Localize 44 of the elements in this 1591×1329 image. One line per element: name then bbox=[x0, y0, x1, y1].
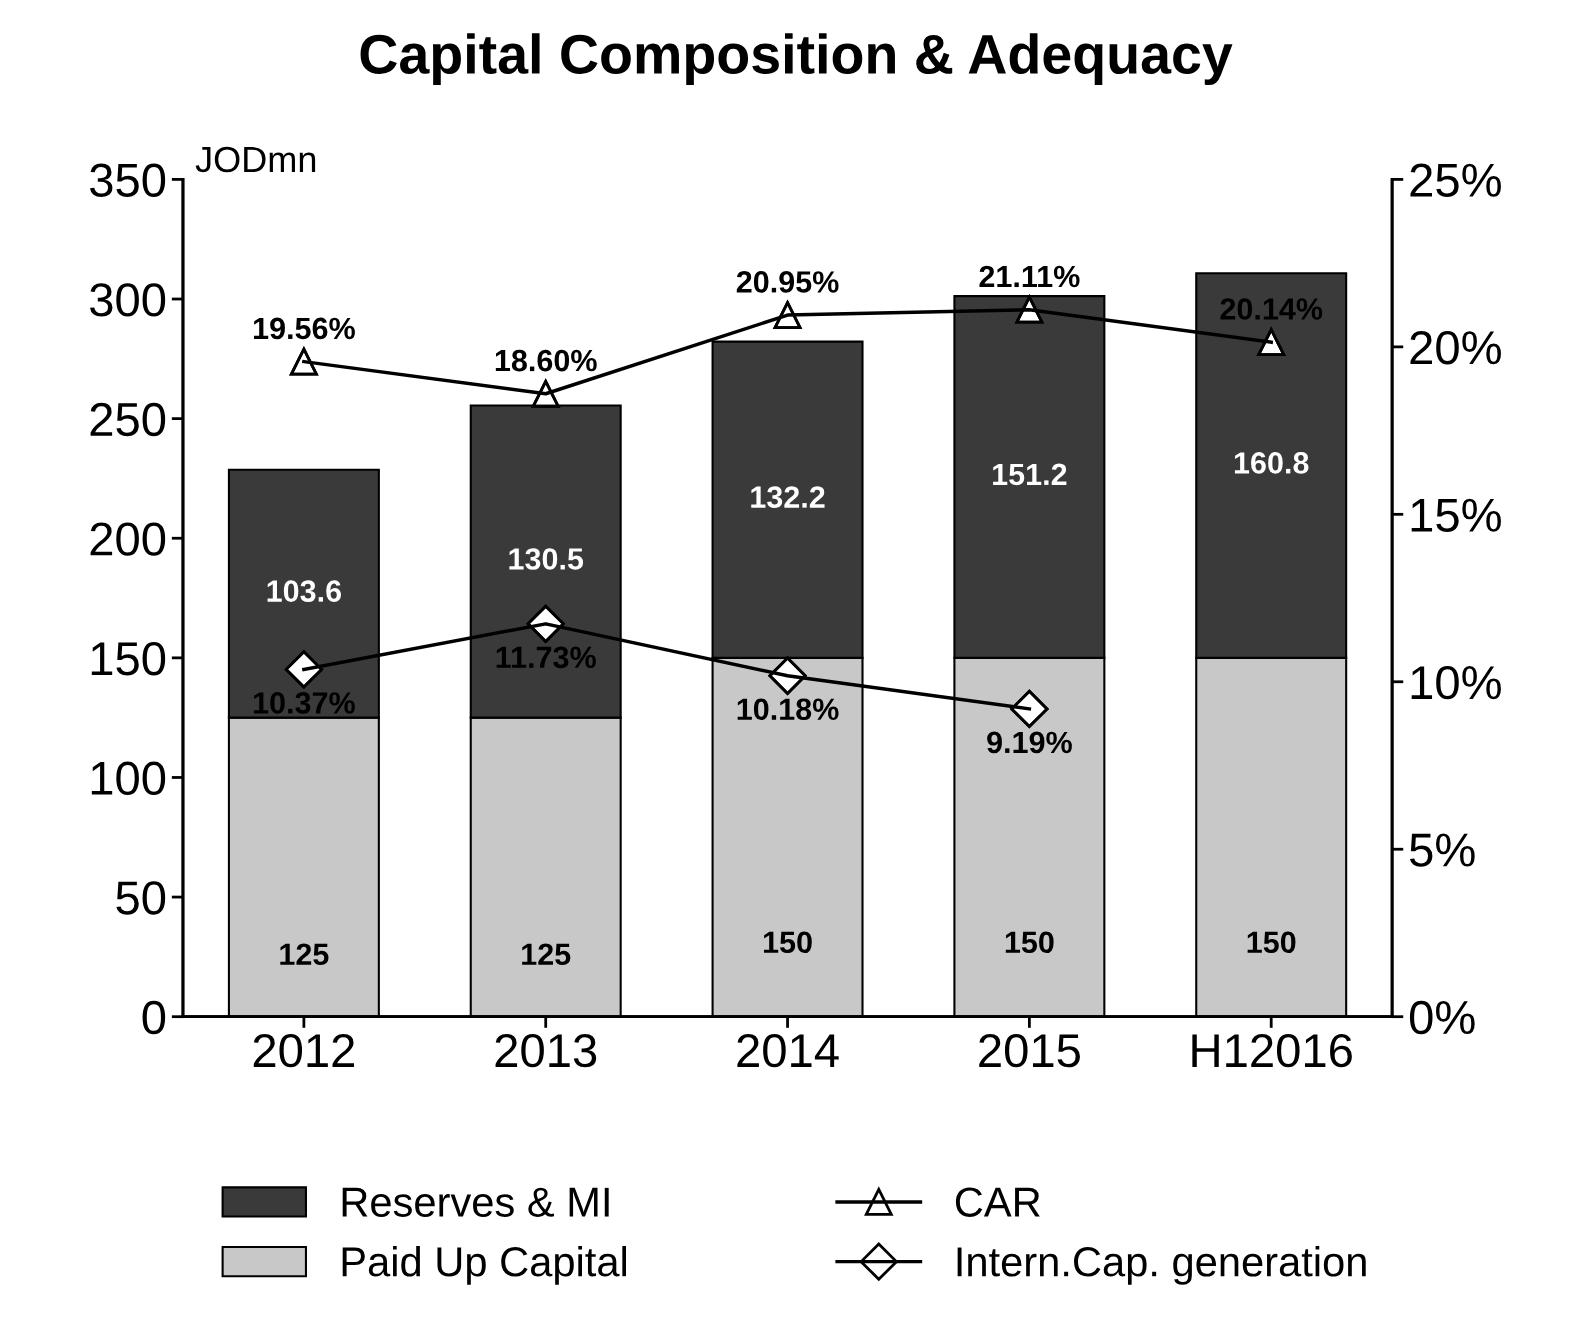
y-tick-label: 150 bbox=[91, 641, 166, 676]
x-tick-label: 2013 bbox=[495, 1033, 597, 1068]
legend-label: Intern.Cap. generation bbox=[957, 1246, 1366, 1285]
y2-tick-label: 20% bbox=[1410, 331, 1501, 365]
data-label: 10.37% bbox=[253, 692, 355, 714]
data-label: 151.2 bbox=[993, 463, 1067, 486]
data-label: 103.6 bbox=[267, 580, 342, 602]
data-label: 19.56% bbox=[253, 317, 355, 340]
y2-tick-label: 0% bbox=[1409, 1000, 1475, 1035]
y2-tick-label: 5% bbox=[1409, 833, 1475, 867]
data-label: 125 bbox=[522, 943, 571, 966]
y-tick-label: 100 bbox=[91, 761, 166, 796]
y2-tick-label: 25% bbox=[1410, 163, 1501, 197]
data-label: 21.11% bbox=[979, 265, 1080, 288]
y2-tick-label: 10% bbox=[1411, 665, 1501, 700]
data-label: 125 bbox=[280, 943, 329, 966]
data-label: 20.14% bbox=[1220, 298, 1323, 320]
x-tick-label: H12016 bbox=[1192, 1033, 1352, 1068]
y2-tick-label: 15% bbox=[1411, 498, 1501, 532]
y-tick-label: 50 bbox=[116, 881, 166, 915]
legend-label: CAR bbox=[955, 1187, 1040, 1217]
data-label: 18.60% bbox=[495, 349, 597, 372]
data-label: 20.95% bbox=[736, 271, 839, 293]
data-label: 160.8 bbox=[1234, 452, 1309, 474]
chart-title: Capital Composition & Adequacy bbox=[360, 33, 1233, 86]
data-label: 11.73% bbox=[496, 646, 596, 669]
x-tick-label: 2014 bbox=[737, 1033, 839, 1068]
x-tick-label: 2015 bbox=[979, 1033, 1080, 1068]
data-label: 10.18% bbox=[737, 698, 839, 721]
data-label: 132.2 bbox=[751, 486, 825, 508]
data-label: 150 bbox=[1247, 931, 1296, 954]
data-label: 130.5 bbox=[509, 548, 584, 570]
y-tick-label: 250 bbox=[90, 402, 166, 437]
x-tick-label: 2012 bbox=[253, 1033, 355, 1068]
data-label: 9.19% bbox=[987, 731, 1072, 754]
data-label: 150 bbox=[763, 931, 812, 954]
legend-label: Paid Up Capital bbox=[342, 1246, 627, 1285]
data-label: 150 bbox=[1005, 931, 1054, 954]
y-tick-label: 300 bbox=[90, 283, 166, 317]
y-tick-label: 200 bbox=[90, 522, 166, 556]
text: JODmn bbox=[195, 146, 316, 173]
legend-label: Reserves & MI bbox=[342, 1187, 609, 1217]
y-tick-label: 350 bbox=[90, 163, 166, 197]
y-tick-label: 0 bbox=[142, 1000, 166, 1035]
